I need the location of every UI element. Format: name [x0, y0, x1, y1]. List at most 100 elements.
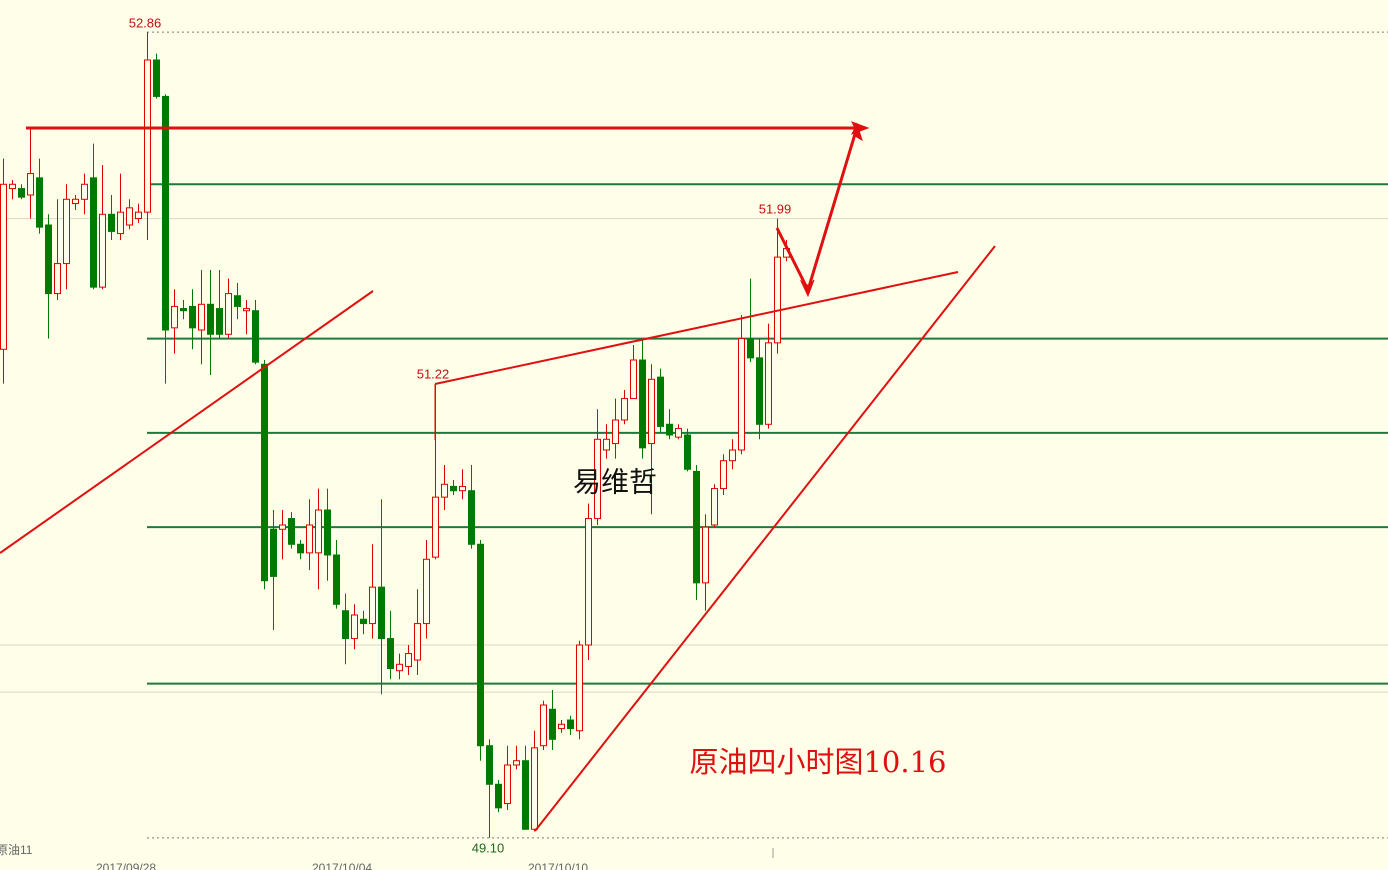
levels — [0, 31, 1388, 839]
candle-body — [279, 524, 286, 530]
trend-line — [434, 271, 959, 385]
candle-body — [774, 256, 781, 344]
candle-body — [630, 359, 637, 400]
candle-body — [333, 554, 340, 605]
chart-title: 原油四小时图10.16 — [689, 745, 946, 779]
candle-body — [9, 183, 16, 190]
candle-body — [648, 378, 655, 445]
candle-body — [684, 434, 691, 470]
candle-body — [675, 428, 682, 438]
candle-body — [171, 305, 178, 329]
candle-body — [351, 614, 358, 640]
candle-body — [576, 644, 583, 732]
candle-body — [486, 745, 493, 785]
candle-body — [216, 308, 223, 335]
candle-body — [270, 528, 277, 577]
price-labels: 52.86 51.99 51.22 49.10 — [129, 15, 792, 855]
candle-body — [324, 509, 331, 556]
candle-body — [99, 213, 106, 288]
candles — [0, 32, 790, 838]
candle-body — [207, 303, 214, 335]
candle-body — [36, 177, 43, 228]
candle-body — [243, 308, 250, 312]
candle-body — [558, 723, 565, 730]
candle-body — [63, 198, 70, 265]
candle-body — [441, 483, 448, 498]
candle-body — [711, 488, 718, 526]
candle-body — [450, 485, 457, 492]
arrow-head — [799, 279, 815, 298]
candle-body — [180, 308, 187, 312]
candle-body — [594, 438, 601, 520]
candle-body — [513, 760, 520, 766]
price-label: 51.99 — [759, 201, 792, 216]
symbol-label: 原油11 — [0, 843, 33, 857]
candle-body — [27, 173, 34, 196]
x-tick-label: 2017/10/04 — [312, 861, 372, 870]
x-tick-label: 2017/10/10 — [528, 861, 588, 870]
candle-body — [549, 708, 556, 740]
candle-body — [162, 95, 169, 331]
candle-body — [477, 543, 484, 747]
candle-body — [117, 211, 124, 235]
trend-line — [534, 245, 996, 832]
candle-body — [378, 586, 385, 640]
candle-body — [342, 610, 349, 640]
candle-body — [423, 558, 430, 625]
candle-body — [288, 518, 295, 545]
candle-body — [0, 183, 7, 350]
candle-body — [738, 338, 745, 451]
candle-body — [234, 295, 241, 307]
x-tick-label: 2017/09/28 — [96, 861, 156, 870]
candle-body — [621, 398, 628, 421]
candle-body — [72, 198, 79, 205]
candle-body — [495, 783, 502, 809]
candle-body — [756, 357, 763, 425]
candle-body — [225, 293, 232, 335]
candle-body — [360, 618, 367, 625]
candle-body — [693, 470, 700, 584]
candle-body — [369, 586, 376, 625]
candle-body — [126, 207, 133, 226]
candle-body — [315, 509, 322, 554]
candle-body — [54, 263, 61, 295]
candle-body — [414, 623, 421, 661]
candle-body — [108, 213, 115, 232]
candle-body — [45, 224, 52, 295]
candle-body — [306, 524, 313, 554]
candle-body — [657, 376, 664, 427]
candle-body — [612, 419, 619, 445]
trend-line — [0, 290, 374, 554]
candle-body — [459, 485, 466, 492]
candle-body — [603, 438, 610, 451]
annotations — [0, 121, 996, 832]
candle-body — [189, 305, 196, 329]
candle-body — [387, 638, 394, 670]
candle-body — [522, 760, 529, 830]
candle-body — [144, 59, 151, 213]
candle-body — [747, 338, 754, 359]
candle-body — [432, 496, 439, 558]
candle-body — [405, 653, 412, 667]
arrow-head — [851, 122, 863, 143]
candle-body — [567, 719, 574, 730]
watermark: 易维哲 — [573, 466, 657, 499]
price-label: 51.22 — [417, 366, 450, 381]
price-label: 52.86 — [129, 15, 162, 30]
candle-body — [468, 490, 475, 545]
candle-body — [702, 526, 709, 584]
candle-body — [81, 183, 88, 200]
candle-body — [720, 460, 727, 490]
candle-body — [666, 423, 673, 436]
candle-body — [198, 303, 205, 331]
price-label: 49.10 — [472, 840, 505, 855]
candle-body — [540, 704, 547, 747]
candle-body — [729, 449, 736, 462]
candle-body — [765, 342, 772, 425]
candle-body — [531, 747, 538, 830]
candle-body — [90, 177, 97, 288]
candle-body — [135, 211, 142, 220]
